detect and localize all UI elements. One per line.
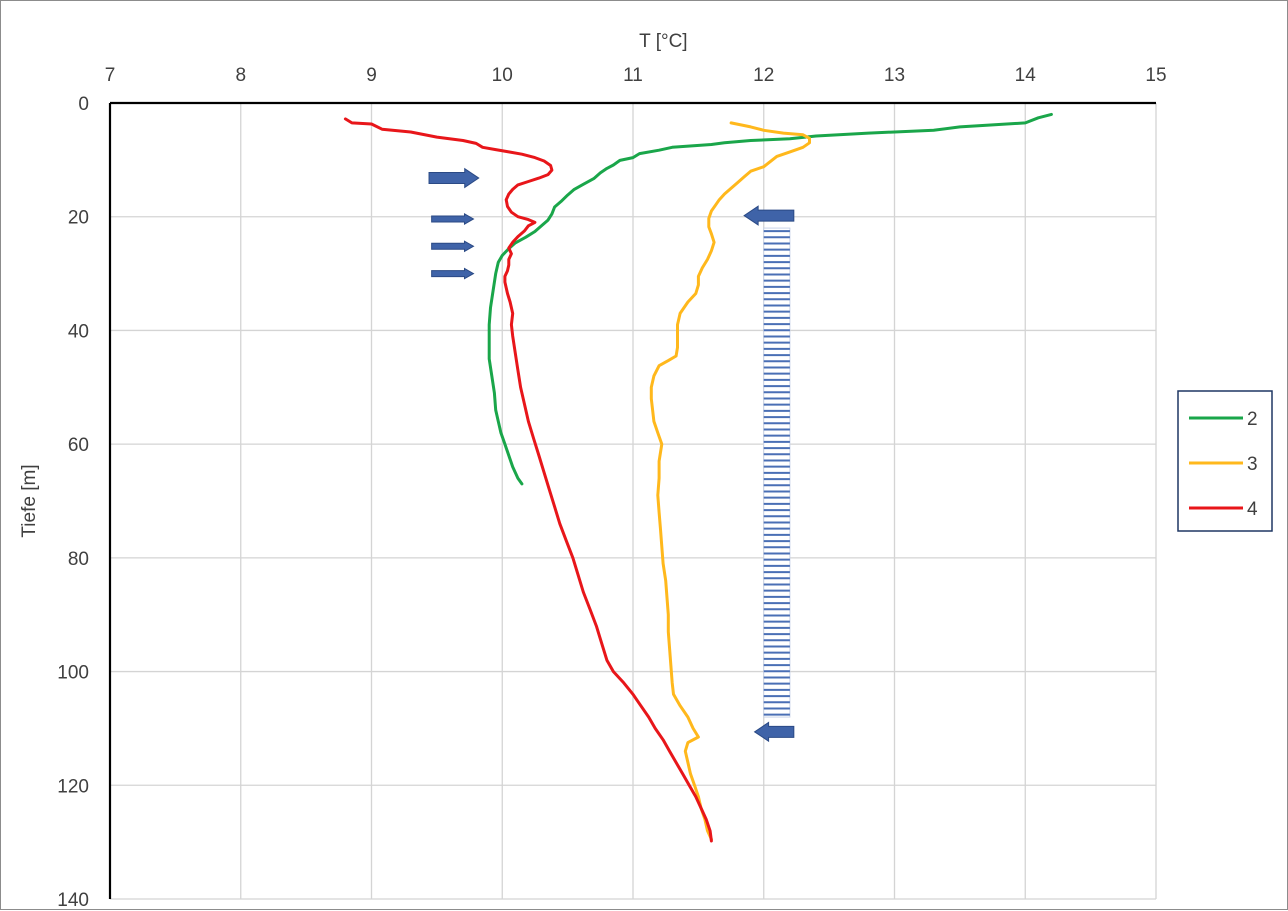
series-line-2 <box>487 112 1053 486</box>
grid-lines <box>110 103 1157 900</box>
x-tick-label: 15 <box>1145 65 1166 86</box>
axes: 7 8 9 10 11 12 13 14 15 0 20 40 60 80 100 120 140 <box>57 65 1166 911</box>
y-tick-label: 120 <box>57 776 89 797</box>
y-tick-label: 140 <box>57 890 89 911</box>
x-axis-title: T [°C] <box>639 31 687 52</box>
x-tick-label: 8 <box>235 65 246 86</box>
screen-arrow <box>753 721 795 743</box>
inflow-arrow <box>428 167 480 189</box>
legend: 2 3 4 <box>1177 390 1273 532</box>
series-line-3 <box>649 121 811 841</box>
legend-label: 2 <box>1247 409 1258 430</box>
inflow-arrow <box>431 240 475 253</box>
screen-section <box>763 227 791 718</box>
legend-box <box>1177 390 1273 532</box>
y-axis-title: Tiefe [m] <box>19 464 40 537</box>
x-tick-label: 9 <box>366 65 377 86</box>
inflow-arrow <box>431 213 475 225</box>
y-tick-label: 60 <box>68 435 89 456</box>
x-tick-label: 12 <box>753 65 774 86</box>
y-tick-label: 0 <box>78 94 89 115</box>
inflow-arrow <box>431 267 475 280</box>
y-tick-label: 20 <box>68 208 89 229</box>
series-line-4 <box>343 117 713 843</box>
y-tick-label: 100 <box>57 663 89 684</box>
x-tick-label: 13 <box>884 65 905 86</box>
y-tick-label: 80 <box>68 549 89 570</box>
screen-arrow <box>743 205 795 226</box>
legend-label: 4 <box>1247 499 1258 520</box>
annotations <box>428 167 795 743</box>
y-tick-label: 40 <box>68 321 89 342</box>
x-tick-label: 10 <box>492 65 513 86</box>
x-tick-label: 11 <box>623 65 643 86</box>
x-tick-label: 7 <box>105 65 116 86</box>
x-tick-label: 14 <box>1015 65 1037 86</box>
legend-label: 3 <box>1247 454 1258 475</box>
series-lines <box>343 112 1053 843</box>
